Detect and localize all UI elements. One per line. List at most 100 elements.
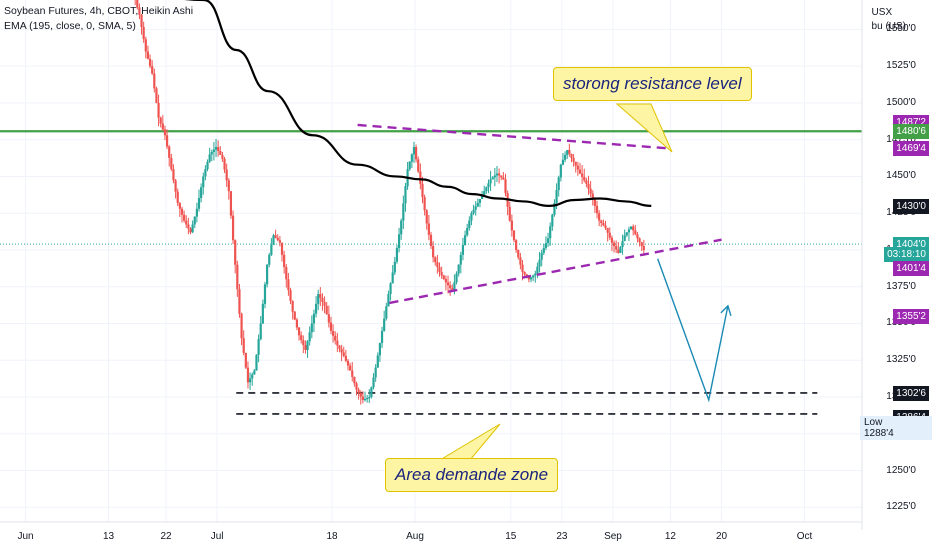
x-tick-label: 23 bbox=[556, 531, 568, 542]
x-tick-label: Jun bbox=[17, 531, 34, 542]
candle-body bbox=[474, 206, 477, 210]
x-tick-label: Sep bbox=[604, 531, 622, 542]
candle-body bbox=[142, 26, 145, 40]
demand-callout[interactable]: Area demande zone bbox=[385, 458, 559, 492]
x-tick-label: 18 bbox=[326, 531, 338, 542]
candle-body bbox=[483, 191, 486, 196]
candle-body bbox=[165, 135, 169, 147]
candle-body bbox=[263, 284, 267, 304]
candle-body bbox=[585, 180, 588, 184]
candle-body bbox=[642, 246, 645, 250]
low-marker-value: 1288'4 bbox=[864, 428, 894, 439]
candle-body bbox=[408, 161, 411, 170]
legend-indicator: EMA (195, close, 0, SMA, 5) bbox=[4, 20, 136, 32]
candle-body bbox=[493, 175, 496, 178]
candle-body bbox=[283, 254, 286, 268]
candle-body bbox=[219, 150, 222, 155]
candle-body bbox=[498, 173, 501, 176]
candle-body bbox=[587, 183, 590, 189]
x-tick-label: Aug bbox=[406, 531, 424, 542]
resistance-callout[interactable]: storong resistance level bbox=[553, 67, 752, 101]
candle-body bbox=[600, 220, 603, 224]
candle-body bbox=[410, 154, 413, 162]
candle-body bbox=[319, 294, 322, 299]
candle-body bbox=[627, 229, 631, 233]
candle-body bbox=[304, 345, 307, 350]
candle-body bbox=[459, 254, 462, 265]
candle-body bbox=[389, 283, 392, 295]
candle-body bbox=[451, 288, 454, 292]
candle-body bbox=[457, 264, 460, 274]
candle-body bbox=[538, 259, 541, 267]
candle-body bbox=[238, 289, 241, 314]
candle-body bbox=[638, 238, 641, 243]
candle-body bbox=[227, 180, 230, 192]
candle-body bbox=[346, 360, 350, 366]
legend-title: Soybean Futures, 4h, CBOT, Heikin Ashi bbox=[4, 5, 194, 17]
candle-body bbox=[461, 245, 465, 255]
candle-body bbox=[532, 275, 535, 278]
candle-body bbox=[251, 374, 254, 379]
ema-line bbox=[184, 0, 652, 207]
candle-body bbox=[508, 206, 511, 221]
candle-body bbox=[300, 335, 303, 341]
projection-arrow bbox=[657, 258, 729, 403]
candle-body bbox=[417, 159, 420, 172]
candle-body bbox=[566, 149, 569, 155]
candle-body bbox=[534, 273, 537, 276]
x-tick-label: 22 bbox=[160, 531, 172, 542]
price-tag: 1355'2 bbox=[893, 308, 929, 324]
candle-body bbox=[214, 147, 218, 150]
candle-body bbox=[489, 179, 492, 184]
candle-body bbox=[485, 187, 488, 192]
candle-body bbox=[615, 246, 618, 250]
candle-body bbox=[595, 205, 599, 214]
candle-body bbox=[200, 187, 203, 199]
candle-body bbox=[321, 298, 324, 302]
candle-body bbox=[472, 209, 475, 214]
candle-body bbox=[280, 242, 284, 255]
candle-body bbox=[212, 149, 216, 152]
candle-body bbox=[180, 208, 184, 215]
candle-body bbox=[546, 238, 550, 244]
trendlines bbox=[357, 123, 722, 305]
candle-body bbox=[172, 169, 175, 181]
candle-body bbox=[619, 247, 622, 253]
candle-body bbox=[308, 332, 311, 342]
candle-body bbox=[248, 378, 252, 383]
candle-body bbox=[359, 393, 362, 397]
candle-body bbox=[625, 232, 628, 236]
candle-body bbox=[255, 354, 258, 371]
candle-body bbox=[353, 376, 356, 384]
candle-body bbox=[542, 248, 545, 253]
candle-body bbox=[370, 387, 373, 398]
callout-pointers bbox=[438, 103, 732, 461]
candle-body bbox=[306, 341, 309, 350]
candle-body bbox=[629, 226, 633, 230]
candle-body bbox=[189, 228, 192, 233]
candle-body bbox=[438, 267, 441, 273]
candle-body bbox=[349, 365, 352, 371]
candle-body bbox=[604, 225, 607, 228]
horizontal-lines bbox=[0, 130, 862, 415]
candle-body bbox=[623, 235, 626, 242]
candle-body bbox=[476, 202, 479, 207]
candle-body bbox=[466, 227, 469, 236]
candle-body bbox=[602, 223, 605, 226]
price-tag: 1469'4 bbox=[893, 140, 929, 156]
resistance-pointer bbox=[615, 103, 673, 153]
candle-body bbox=[225, 169, 228, 181]
y-tick-label: 1375'0 bbox=[886, 280, 916, 292]
candle-body bbox=[529, 277, 533, 280]
candle-body bbox=[291, 300, 294, 312]
candle-body bbox=[259, 323, 262, 340]
candle-body bbox=[221, 154, 224, 159]
chart-legend: Soybean Futures, 4h, CBOT, Heikin Ashi E… bbox=[4, 4, 193, 34]
candle-body bbox=[253, 370, 256, 375]
candle-body bbox=[274, 235, 277, 238]
candle-body bbox=[563, 154, 567, 160]
candle-body bbox=[361, 396, 364, 400]
candle-body bbox=[146, 51, 150, 59]
price-tag: 1480'6 bbox=[893, 124, 929, 140]
candle-body bbox=[202, 176, 205, 188]
